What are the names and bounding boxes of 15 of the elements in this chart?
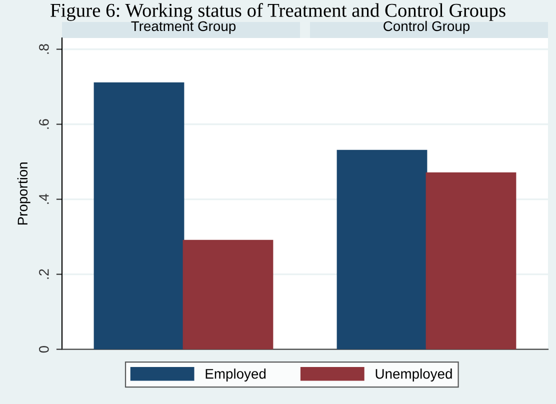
y-tick-label: .4: [39, 194, 49, 204]
y-tick-label: .6: [39, 119, 49, 129]
y-tick-label: 0: [39, 346, 49, 353]
bar: [94, 82, 184, 350]
y-tick-label: .8: [39, 44, 49, 54]
x-tick-label: Control Group: [384, 20, 470, 34]
x-tick-label: Treatment Group: [131, 21, 236, 34]
y-tick-label: .2: [39, 269, 49, 279]
legend-label: Employed: [206, 368, 266, 382]
bar: [336, 150, 428, 350]
caption: Figure 6: Working status of Treatment and Control Groups: [50, 3, 506, 21]
bar: [182, 240, 274, 350]
bar: [426, 172, 516, 350]
y-axis-title: Proportion: [17, 162, 30, 225]
legend-label: Unemployed: [376, 368, 452, 382]
